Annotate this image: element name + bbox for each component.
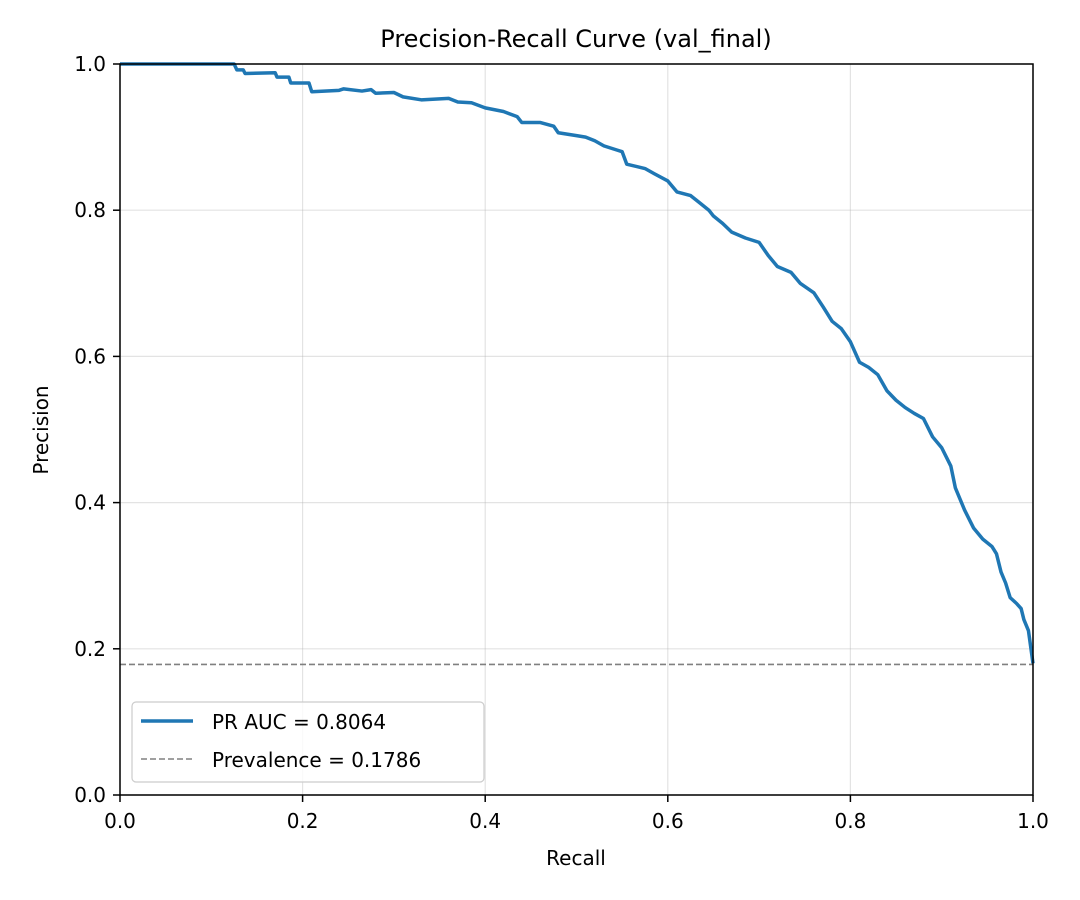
y-tick-label: 0.8 <box>74 198 106 222</box>
legend-label-prevalence: Prevalence = 0.1786 <box>212 748 421 772</box>
x-tick-label: 0.4 <box>469 809 501 833</box>
plot-frame <box>119 63 1034 796</box>
axis-ticks: 0.0 0.2 0.4 0.6 0.8 1.0 0.0 0.2 0.4 0.6 0.8 1.0 <box>74 52 1049 833</box>
series-lines <box>120 62 1035 666</box>
x-tick-label: 0.0 <box>104 809 136 833</box>
x-tick-label: 0.2 <box>287 809 319 833</box>
pr-curve-line <box>120 62 1035 664</box>
legend-label-pr-auc: PR AUC = 0.8064 <box>212 710 386 734</box>
legend: PR AUC = 0.8064 Prevalence = 0.1786 <box>131 701 485 783</box>
x-tick-label: 1.0 <box>1017 809 1049 833</box>
y-tick-label: 0.0 <box>74 783 106 807</box>
y-tick-label: 0.4 <box>74 491 106 515</box>
y-tick-label: 0.6 <box>74 344 106 368</box>
y-axis-title: Precision <box>29 385 53 474</box>
chart-title: Precision-Recall Curve (val_final) <box>380 25 771 53</box>
y-tick-label: 1.0 <box>74 52 106 76</box>
grid <box>119 63 1034 796</box>
x-tick-label: 0.6 <box>652 809 684 833</box>
x-axis-title: Recall <box>546 846 606 870</box>
y-tick-label: 0.2 <box>74 637 106 661</box>
legend-box <box>131 701 485 783</box>
x-tick-label: 0.8 <box>834 809 866 833</box>
